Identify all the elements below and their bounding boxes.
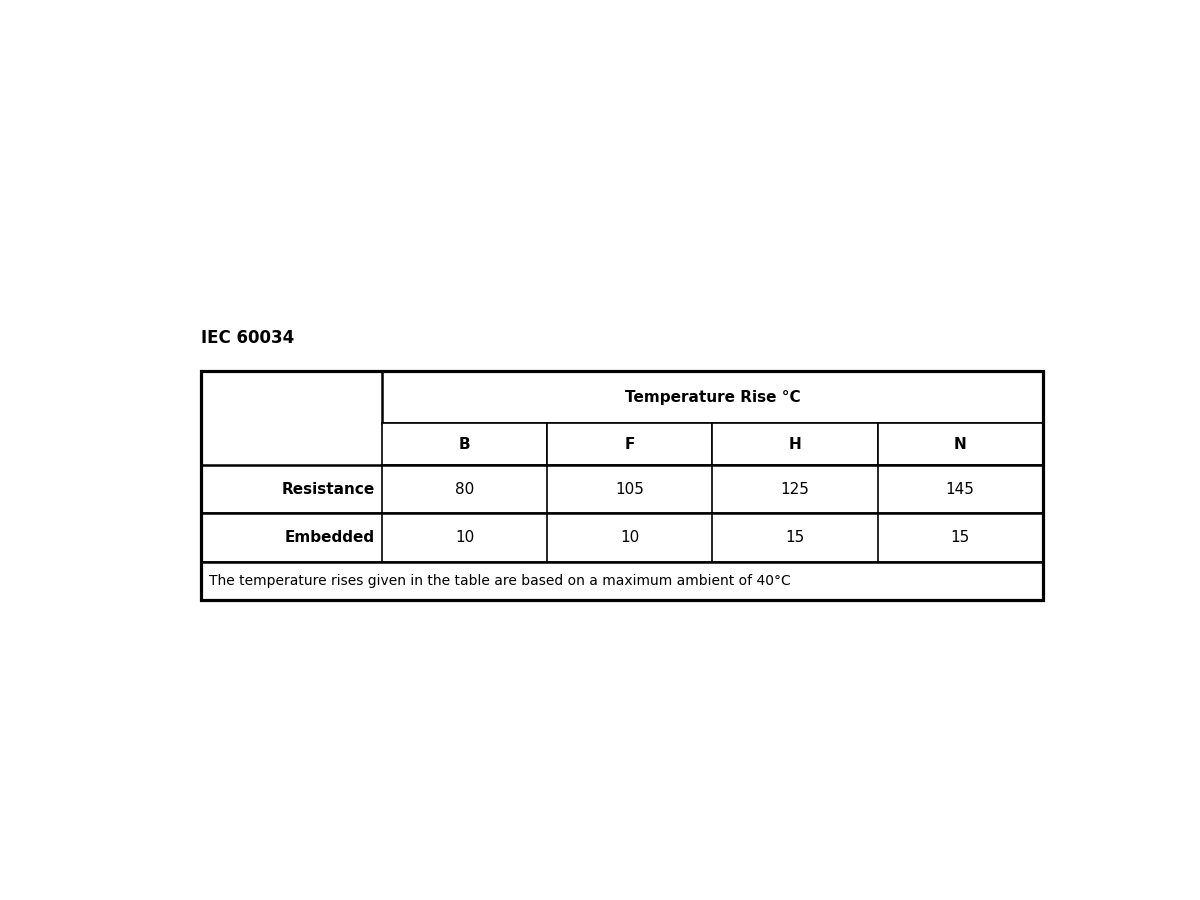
Bar bbox=[713, 423, 877, 465]
Text: H: H bbox=[788, 436, 802, 452]
Bar bbox=[202, 562, 1043, 600]
Text: 10: 10 bbox=[620, 530, 640, 545]
Bar bbox=[382, 372, 1043, 423]
Text: 10: 10 bbox=[455, 530, 474, 545]
Bar bbox=[202, 513, 1043, 562]
Text: The temperature rises given in the table are based on a maximum ambient of 40°C: The temperature rises given in the table… bbox=[209, 574, 791, 588]
Text: N: N bbox=[954, 436, 966, 452]
Text: Embedded: Embedded bbox=[284, 530, 374, 545]
Text: 15: 15 bbox=[950, 530, 970, 545]
Bar bbox=[202, 465, 1043, 513]
Bar bbox=[547, 423, 713, 465]
Text: 80: 80 bbox=[455, 482, 474, 497]
Text: B: B bbox=[458, 436, 470, 452]
Text: 125: 125 bbox=[781, 482, 810, 497]
Text: 145: 145 bbox=[946, 482, 974, 497]
Text: IEC 60034: IEC 60034 bbox=[202, 329, 294, 347]
Bar bbox=[202, 372, 1043, 600]
Text: Temperature Rise °C: Temperature Rise °C bbox=[625, 390, 800, 405]
Text: F: F bbox=[625, 436, 635, 452]
Text: Resistance: Resistance bbox=[282, 482, 374, 497]
Bar bbox=[382, 423, 547, 465]
Bar bbox=[877, 423, 1043, 465]
Text: 15: 15 bbox=[786, 530, 805, 545]
Text: 105: 105 bbox=[616, 482, 644, 497]
